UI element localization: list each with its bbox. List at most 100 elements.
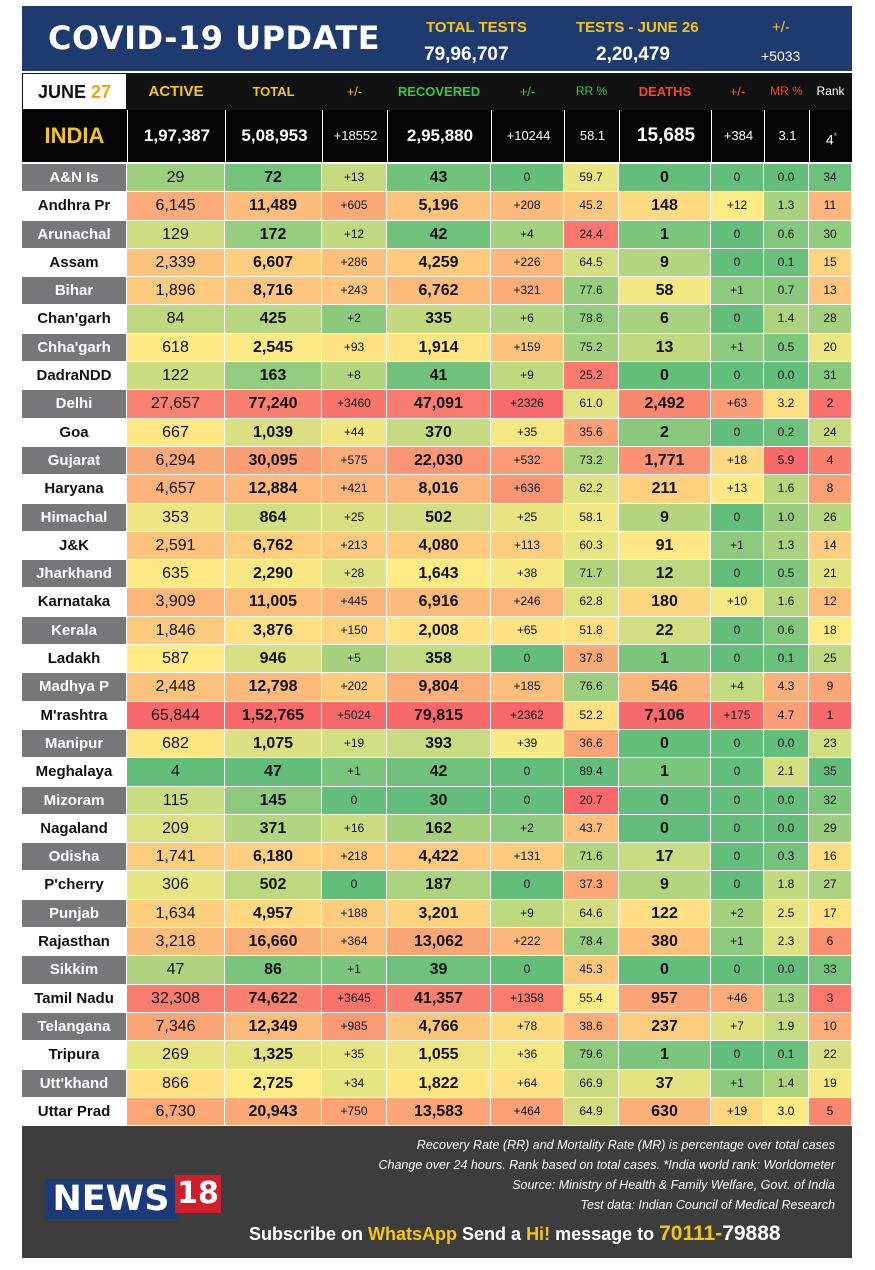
cell-mr: 0.1 [764,248,809,277]
cell-total-change: +35 [322,1041,387,1069]
cell-deaths-change: 0 [711,503,764,531]
cell-total: 2,545 [225,333,322,362]
table-row: Assam 2,339 6,607 +286 4,259 +226 64.5 9 0 0.1 15 [22,248,852,278]
india-recovered-change: +10244 [491,110,565,162]
table-row: Bihar 1,896 8,716 +243 6,762 +321 77.6 58 +1 0.7 1… [22,277,852,306]
india-mr: 3.1 [764,110,810,162]
cell-total: 946 [225,645,322,673]
table-row: Haryana 4,657 12,884 +421 8,016 +636 62.2 211 +1… [22,475,852,504]
cell-recovered-change: +2 [491,814,564,843]
cell-rank: 27 [809,871,852,899]
cell-rank: 23 [809,729,852,758]
cell-rr: 36.6 [564,729,619,758]
cell-deaths-change: +10 [711,588,764,616]
cell-total: 74,622 [225,984,322,1012]
cell-mr: 1.9 [764,1012,809,1041]
cell-total: 163 [225,362,322,390]
cell-mr: 0.1 [764,1041,809,1069]
cell-total-change: +93 [322,333,387,362]
cell-total: 47 [225,758,322,786]
cell-rr: 37.8 [564,645,619,673]
cell-active: 2,339 [127,248,225,277]
cell-rr: 62.8 [564,588,619,616]
cell-mr: 4.3 [764,673,809,701]
cell-recovered: 13,583 [387,1097,491,1126]
footer-note-rates: Recovery Rate (RR) and Mortality Rate (M… [416,1138,835,1152]
cell-rr: 45.2 [564,192,619,220]
cell-deaths: 9 [619,871,711,899]
state-name: Odisha [22,843,127,871]
table-row: Punjab 1,634 4,957 +188 3,201 +9 64.6 122 +2 2.5 1… [22,899,852,929]
cell-recovered: 39 [387,956,491,984]
cell-mr: 1.3 [764,531,809,560]
cell-total: 172 [225,220,322,248]
footer: Recovery Rate (RR) and Mortality Rate (M… [22,1126,852,1258]
table-row: Telangana 7,346 12,349 +985 4,766 +78 38.6 237 +… [22,1012,852,1042]
cell-mr: 0.2 [764,418,809,446]
subscribe-hi: Hi! [526,1224,551,1244]
cell-total: 1,039 [225,418,322,446]
cell-recovered-change: 0 [491,758,564,786]
cell-rank: 33 [809,956,852,984]
cell-rank: 14 [809,531,852,560]
cell-mr: 3.0 [764,1097,809,1126]
state-name: A&N Is [22,164,127,192]
cell-recovered: 8,016 [387,475,491,503]
state-name: Kerala [22,616,127,645]
cell-recovered-change: +636 [491,475,564,503]
cell-total-change: +16 [322,814,387,843]
cell-total: 502 [225,871,322,899]
cell-deaths: 0 [619,786,711,814]
table-row: Chan'garh 84 425 +2 335 +6 78.8 6 0 1.4 28 [22,305,852,334]
subscribe-text-2: Send a [457,1224,527,1244]
cell-active: 7,346 [127,1012,225,1041]
cell-active: 682 [127,729,225,758]
tests-day-value: 2,20,479 [596,44,670,65]
cell-mr: 1.4 [764,305,809,333]
state-name: DadraNDD [22,362,127,390]
cell-deaths: 17 [619,843,711,871]
cell-recovered: 1,822 [387,1069,491,1097]
cell-deaths: 1 [619,645,711,673]
cell-rank: 17 [809,899,852,928]
cell-deaths-change: 0 [711,645,764,673]
cell-total: 11,489 [225,192,322,220]
cell-rr: 71.7 [564,560,619,588]
cell-active: 65,844 [127,701,225,729]
india-total-change: +18552 [322,110,388,162]
state-name: M'rashtra [22,701,127,729]
state-name: Utt'khand [22,1069,127,1097]
table-row: A&N Is 29 72 +13 43 0 59.7 0 0 0.0 34 [22,164,852,193]
cell-mr: 0.0 [764,729,809,758]
state-name: Andhra Pr [22,192,127,220]
cell-deaths-change: +12 [711,192,764,220]
cell-recovered-change: 0 [491,871,564,899]
cell-mr: 0.6 [764,220,809,248]
cell-deaths-change: 0 [711,1041,764,1069]
cell-deaths: 546 [619,673,711,701]
cell-total: 1,52,765 [225,701,322,729]
tests-day-label: TESTS - JUNE 26 [576,19,699,36]
cell-rank: 29 [809,814,852,843]
cell-total-change: +5024 [322,701,387,729]
cell-total-change: 0 [322,871,387,899]
cell-rr: 73.2 [564,446,619,475]
state-name: Uttar Prad [22,1097,127,1126]
table-row: Madhya P 2,448 12,798 +202 9,804 +185 76.6 546 +… [22,673,852,702]
cell-mr: 1.4 [764,1069,809,1097]
cell-deaths-change: 0 [711,305,764,333]
state-name: Goa [22,418,127,446]
col-total-change: +/- [346,84,363,99]
cell-deaths-change: +2 [711,899,764,928]
table-row: Uttar Prad 6,730 20,943 +750 13,583 +464 64.9 6… [22,1097,852,1127]
cell-active: 353 [127,503,225,531]
cell-mr: 1.3 [764,192,809,220]
table-row: Arunachal 129 172 +12 42 +4 24.4 1 0 0.6 30 [22,220,852,249]
table-row: Rajasthan 3,218 16,660 +364 13,062 +222 78.4 38… [22,928,852,957]
cell-rank: 16 [809,843,852,871]
cell-recovered-change: +131 [491,843,564,871]
cell-rank: 13 [809,277,852,305]
cell-recovered: 9,804 [387,673,491,701]
cell-active: 3,909 [127,588,225,616]
cell-recovered: 6,916 [387,588,491,616]
